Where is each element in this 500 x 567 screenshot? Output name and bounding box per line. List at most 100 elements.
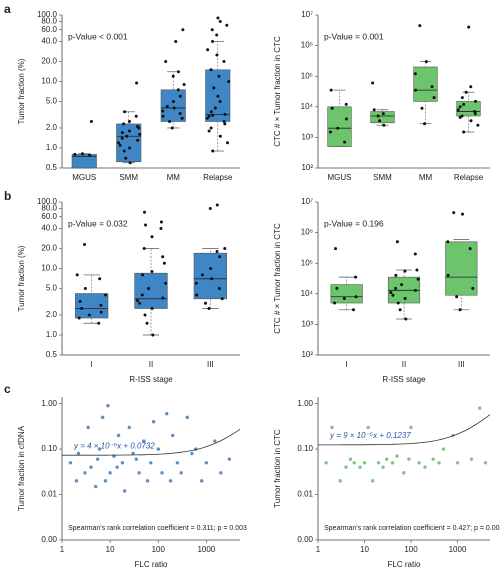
data-point xyxy=(171,433,175,438)
data-point xyxy=(407,457,411,461)
data-point xyxy=(432,96,436,100)
data-point xyxy=(150,270,154,274)
y-tick-label: 5.0 xyxy=(46,284,58,293)
x-axis-label: FLC ratio xyxy=(135,560,168,567)
y-axis-label: Tumor fraction (%) xyxy=(17,245,26,311)
data-point xyxy=(151,333,155,337)
x-tick-label: SMM xyxy=(373,173,392,182)
data-point xyxy=(452,211,456,215)
data-point xyxy=(394,286,398,290)
data-point xyxy=(456,108,460,112)
y-tick-label: 1.0 xyxy=(46,143,58,152)
y-tick-label: 100.0 xyxy=(37,197,58,206)
data-point xyxy=(211,39,215,43)
data-point xyxy=(381,465,385,469)
box xyxy=(327,106,352,147)
box xyxy=(75,293,109,319)
data-point xyxy=(395,240,399,244)
data-point xyxy=(219,471,223,475)
data-point xyxy=(458,105,462,109)
box xyxy=(116,123,142,163)
x-tick-label: Relapse xyxy=(203,173,233,182)
x-tick-label: I xyxy=(91,360,93,369)
data-point xyxy=(354,295,358,299)
y-tick-label: 10⁶ xyxy=(301,228,313,237)
data-point xyxy=(178,94,182,98)
y-tick-label: 2.0 xyxy=(46,310,58,319)
data-point xyxy=(218,255,222,259)
y-tick-label: 20.0 xyxy=(41,57,57,66)
data-point xyxy=(145,479,150,483)
data-point xyxy=(441,447,446,451)
data-point xyxy=(394,273,398,277)
data-point xyxy=(142,246,146,250)
y-tick-label: 0.10 xyxy=(297,444,313,453)
y-tick-label: 10³ xyxy=(301,320,313,329)
y-tick-label: 40.0 xyxy=(41,37,57,46)
data-point xyxy=(120,461,125,465)
data-point xyxy=(206,48,210,52)
data-point xyxy=(469,119,473,123)
data-point xyxy=(413,252,417,256)
data-point xyxy=(164,281,168,285)
data-point xyxy=(194,281,198,285)
data-point xyxy=(343,140,347,144)
x-tick-label: III xyxy=(458,360,465,369)
y-tick-label: 2.0 xyxy=(46,123,58,132)
data-point xyxy=(324,461,328,465)
data-point xyxy=(165,412,169,416)
y-tick-label: 5.0 xyxy=(46,97,58,106)
data-point xyxy=(446,273,450,277)
data-point xyxy=(159,226,163,230)
data-point xyxy=(333,301,337,305)
data-point xyxy=(160,471,164,475)
data-point xyxy=(423,122,427,126)
data-point xyxy=(223,122,227,126)
data-point xyxy=(389,291,393,295)
y-tick-label: 10⁵ xyxy=(301,258,313,267)
data-point xyxy=(330,106,334,110)
data-point xyxy=(381,112,385,116)
y-tick-label: 60.0 xyxy=(41,212,57,221)
data-point xyxy=(125,134,129,138)
data-point xyxy=(376,461,381,465)
data-point xyxy=(473,110,477,114)
y-tick-label: 10.0 xyxy=(41,264,57,273)
data-point xyxy=(181,28,185,32)
data-point xyxy=(143,210,147,214)
data-point xyxy=(149,461,153,465)
data-point xyxy=(106,404,110,408)
data-point xyxy=(185,415,189,420)
equation: y = 4 × 10⁻⁵x + 0.0732 xyxy=(73,441,155,450)
data-point xyxy=(208,206,212,210)
y-tick-label: 0.5 xyxy=(46,350,58,359)
data-point xyxy=(174,39,178,43)
data-point xyxy=(483,461,488,465)
data-point xyxy=(161,255,165,259)
data-point xyxy=(83,471,87,475)
data-point xyxy=(162,261,166,265)
data-point xyxy=(209,266,213,270)
y-tick-label: 10⁷ xyxy=(301,10,313,19)
data-point xyxy=(140,293,144,297)
data-point xyxy=(171,74,175,78)
x-tick-label: III xyxy=(207,360,214,369)
data-point xyxy=(344,465,348,469)
data-point xyxy=(423,465,427,469)
data-point xyxy=(218,134,222,138)
data-point xyxy=(211,149,215,153)
chart: 10² 10³ 10⁴ 10⁵ 10⁶ 10⁷ CTC # × Tumor fraction… xyxy=(273,10,490,182)
data-point xyxy=(95,457,100,461)
y-axis-label: Tumor fraction in cfDNA xyxy=(17,425,26,511)
data-point xyxy=(83,287,87,291)
data-point xyxy=(165,105,169,109)
data-point xyxy=(420,106,424,110)
data-point xyxy=(354,275,358,279)
data-point xyxy=(418,24,422,28)
data-point xyxy=(80,152,84,156)
data-point xyxy=(225,23,229,27)
data-point xyxy=(190,451,194,456)
x-tick-label: MGUS xyxy=(72,173,96,182)
data-point xyxy=(88,153,92,157)
